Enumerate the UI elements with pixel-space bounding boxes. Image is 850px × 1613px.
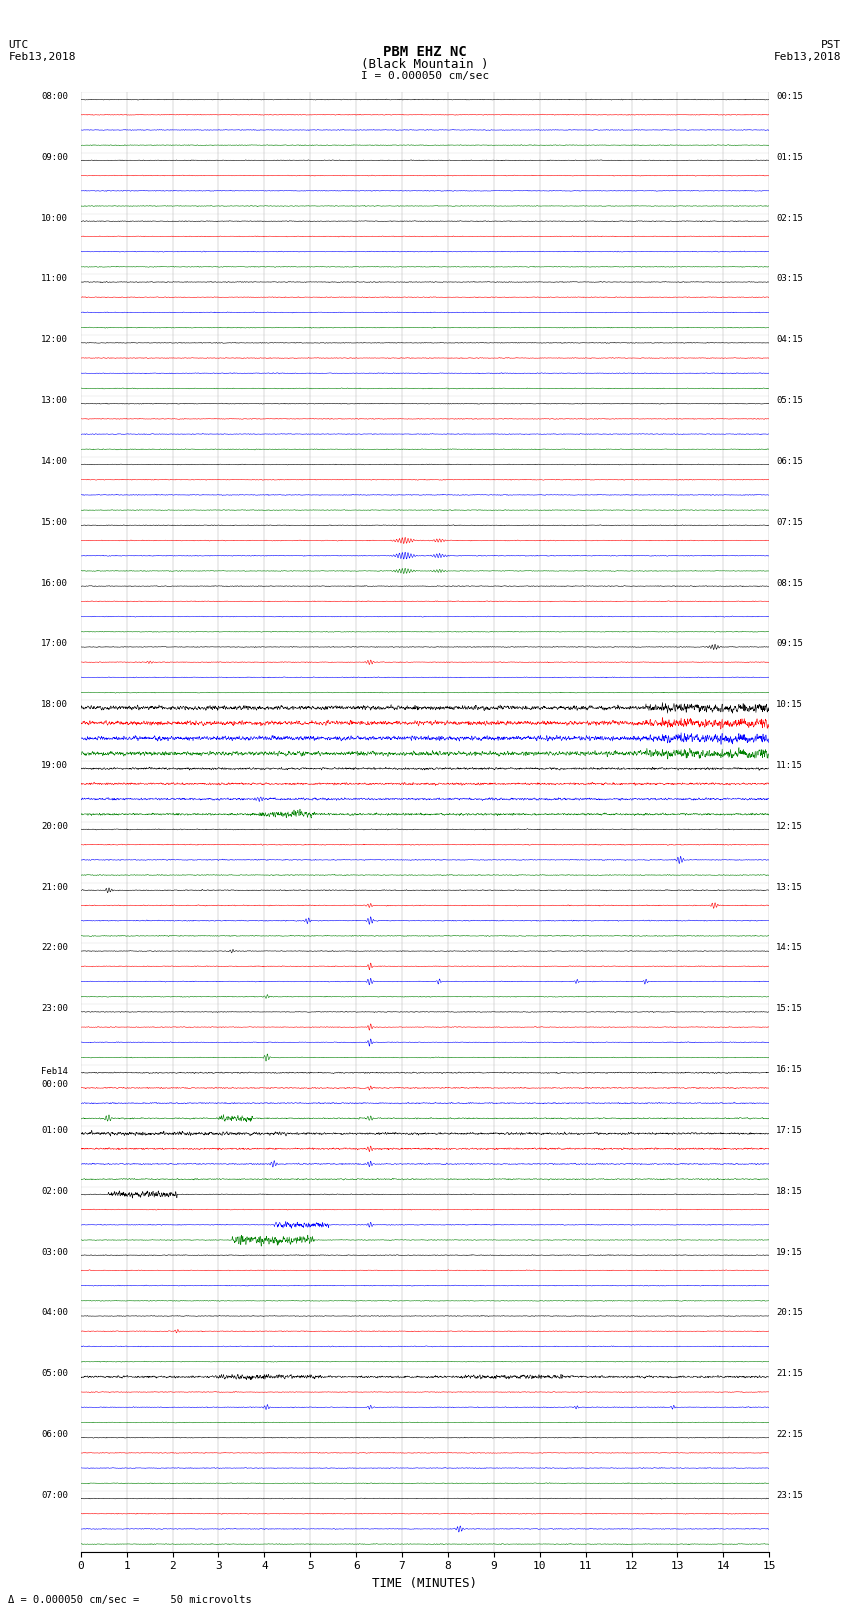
Text: 03:15: 03:15 xyxy=(776,274,803,284)
Text: 20:00: 20:00 xyxy=(41,823,68,831)
Text: 08:00: 08:00 xyxy=(41,92,68,102)
Text: 19:15: 19:15 xyxy=(776,1247,803,1257)
Text: 16:15: 16:15 xyxy=(776,1065,803,1074)
Text: 21:15: 21:15 xyxy=(776,1369,803,1378)
Text: 21:00: 21:00 xyxy=(41,882,68,892)
Text: 20:15: 20:15 xyxy=(776,1308,803,1318)
Text: 07:15: 07:15 xyxy=(776,518,803,527)
Text: 10:15: 10:15 xyxy=(776,700,803,710)
Text: 05:00: 05:00 xyxy=(41,1369,68,1378)
Text: 16:00: 16:00 xyxy=(41,579,68,587)
Text: 23:00: 23:00 xyxy=(41,1005,68,1013)
Text: 19:00: 19:00 xyxy=(41,761,68,769)
Text: 11:00: 11:00 xyxy=(41,274,68,284)
Text: 05:15: 05:15 xyxy=(776,397,803,405)
Text: 04:15: 04:15 xyxy=(776,336,803,344)
Text: 14:00: 14:00 xyxy=(41,456,68,466)
Text: 01:15: 01:15 xyxy=(776,153,803,161)
Text: 11:15: 11:15 xyxy=(776,761,803,769)
Text: 00:15: 00:15 xyxy=(776,92,803,102)
Text: 02:15: 02:15 xyxy=(776,213,803,223)
Text: 18:15: 18:15 xyxy=(776,1187,803,1195)
Text: 15:15: 15:15 xyxy=(776,1005,803,1013)
Text: 03:00: 03:00 xyxy=(41,1247,68,1257)
Text: 07:00: 07:00 xyxy=(41,1490,68,1500)
Text: 17:15: 17:15 xyxy=(776,1126,803,1136)
Text: 14:15: 14:15 xyxy=(776,944,803,952)
Text: 01:00: 01:00 xyxy=(41,1126,68,1136)
X-axis label: TIME (MINUTES): TIME (MINUTES) xyxy=(372,1578,478,1590)
Text: Feb14: Feb14 xyxy=(41,1066,68,1076)
Text: 06:00: 06:00 xyxy=(41,1431,68,1439)
Text: I = 0.000050 cm/sec: I = 0.000050 cm/sec xyxy=(361,71,489,81)
Text: 13:15: 13:15 xyxy=(776,882,803,892)
Text: 22:15: 22:15 xyxy=(776,1431,803,1439)
Text: UTC: UTC xyxy=(8,40,29,50)
Text: 00:00: 00:00 xyxy=(41,1081,68,1089)
Text: 04:00: 04:00 xyxy=(41,1308,68,1318)
Text: 09:15: 09:15 xyxy=(776,639,803,648)
Text: 13:00: 13:00 xyxy=(41,397,68,405)
Text: 12:15: 12:15 xyxy=(776,823,803,831)
Text: 17:00: 17:00 xyxy=(41,639,68,648)
Text: 06:15: 06:15 xyxy=(776,456,803,466)
Text: Δ = 0.000050 cm/sec =     50 microvolts: Δ = 0.000050 cm/sec = 50 microvolts xyxy=(8,1595,252,1605)
Text: 02:00: 02:00 xyxy=(41,1187,68,1195)
Text: 09:00: 09:00 xyxy=(41,153,68,161)
Text: Feb13,2018: Feb13,2018 xyxy=(774,52,842,61)
Text: PBM EHZ NC: PBM EHZ NC xyxy=(383,45,467,60)
Text: 08:15: 08:15 xyxy=(776,579,803,587)
Text: 15:00: 15:00 xyxy=(41,518,68,527)
Text: PST: PST xyxy=(821,40,842,50)
Text: 22:00: 22:00 xyxy=(41,944,68,952)
Text: 10:00: 10:00 xyxy=(41,213,68,223)
Text: 23:15: 23:15 xyxy=(776,1490,803,1500)
Text: 12:00: 12:00 xyxy=(41,336,68,344)
Text: 18:00: 18:00 xyxy=(41,700,68,710)
Text: (Black Mountain ): (Black Mountain ) xyxy=(361,58,489,71)
Text: Feb13,2018: Feb13,2018 xyxy=(8,52,76,61)
